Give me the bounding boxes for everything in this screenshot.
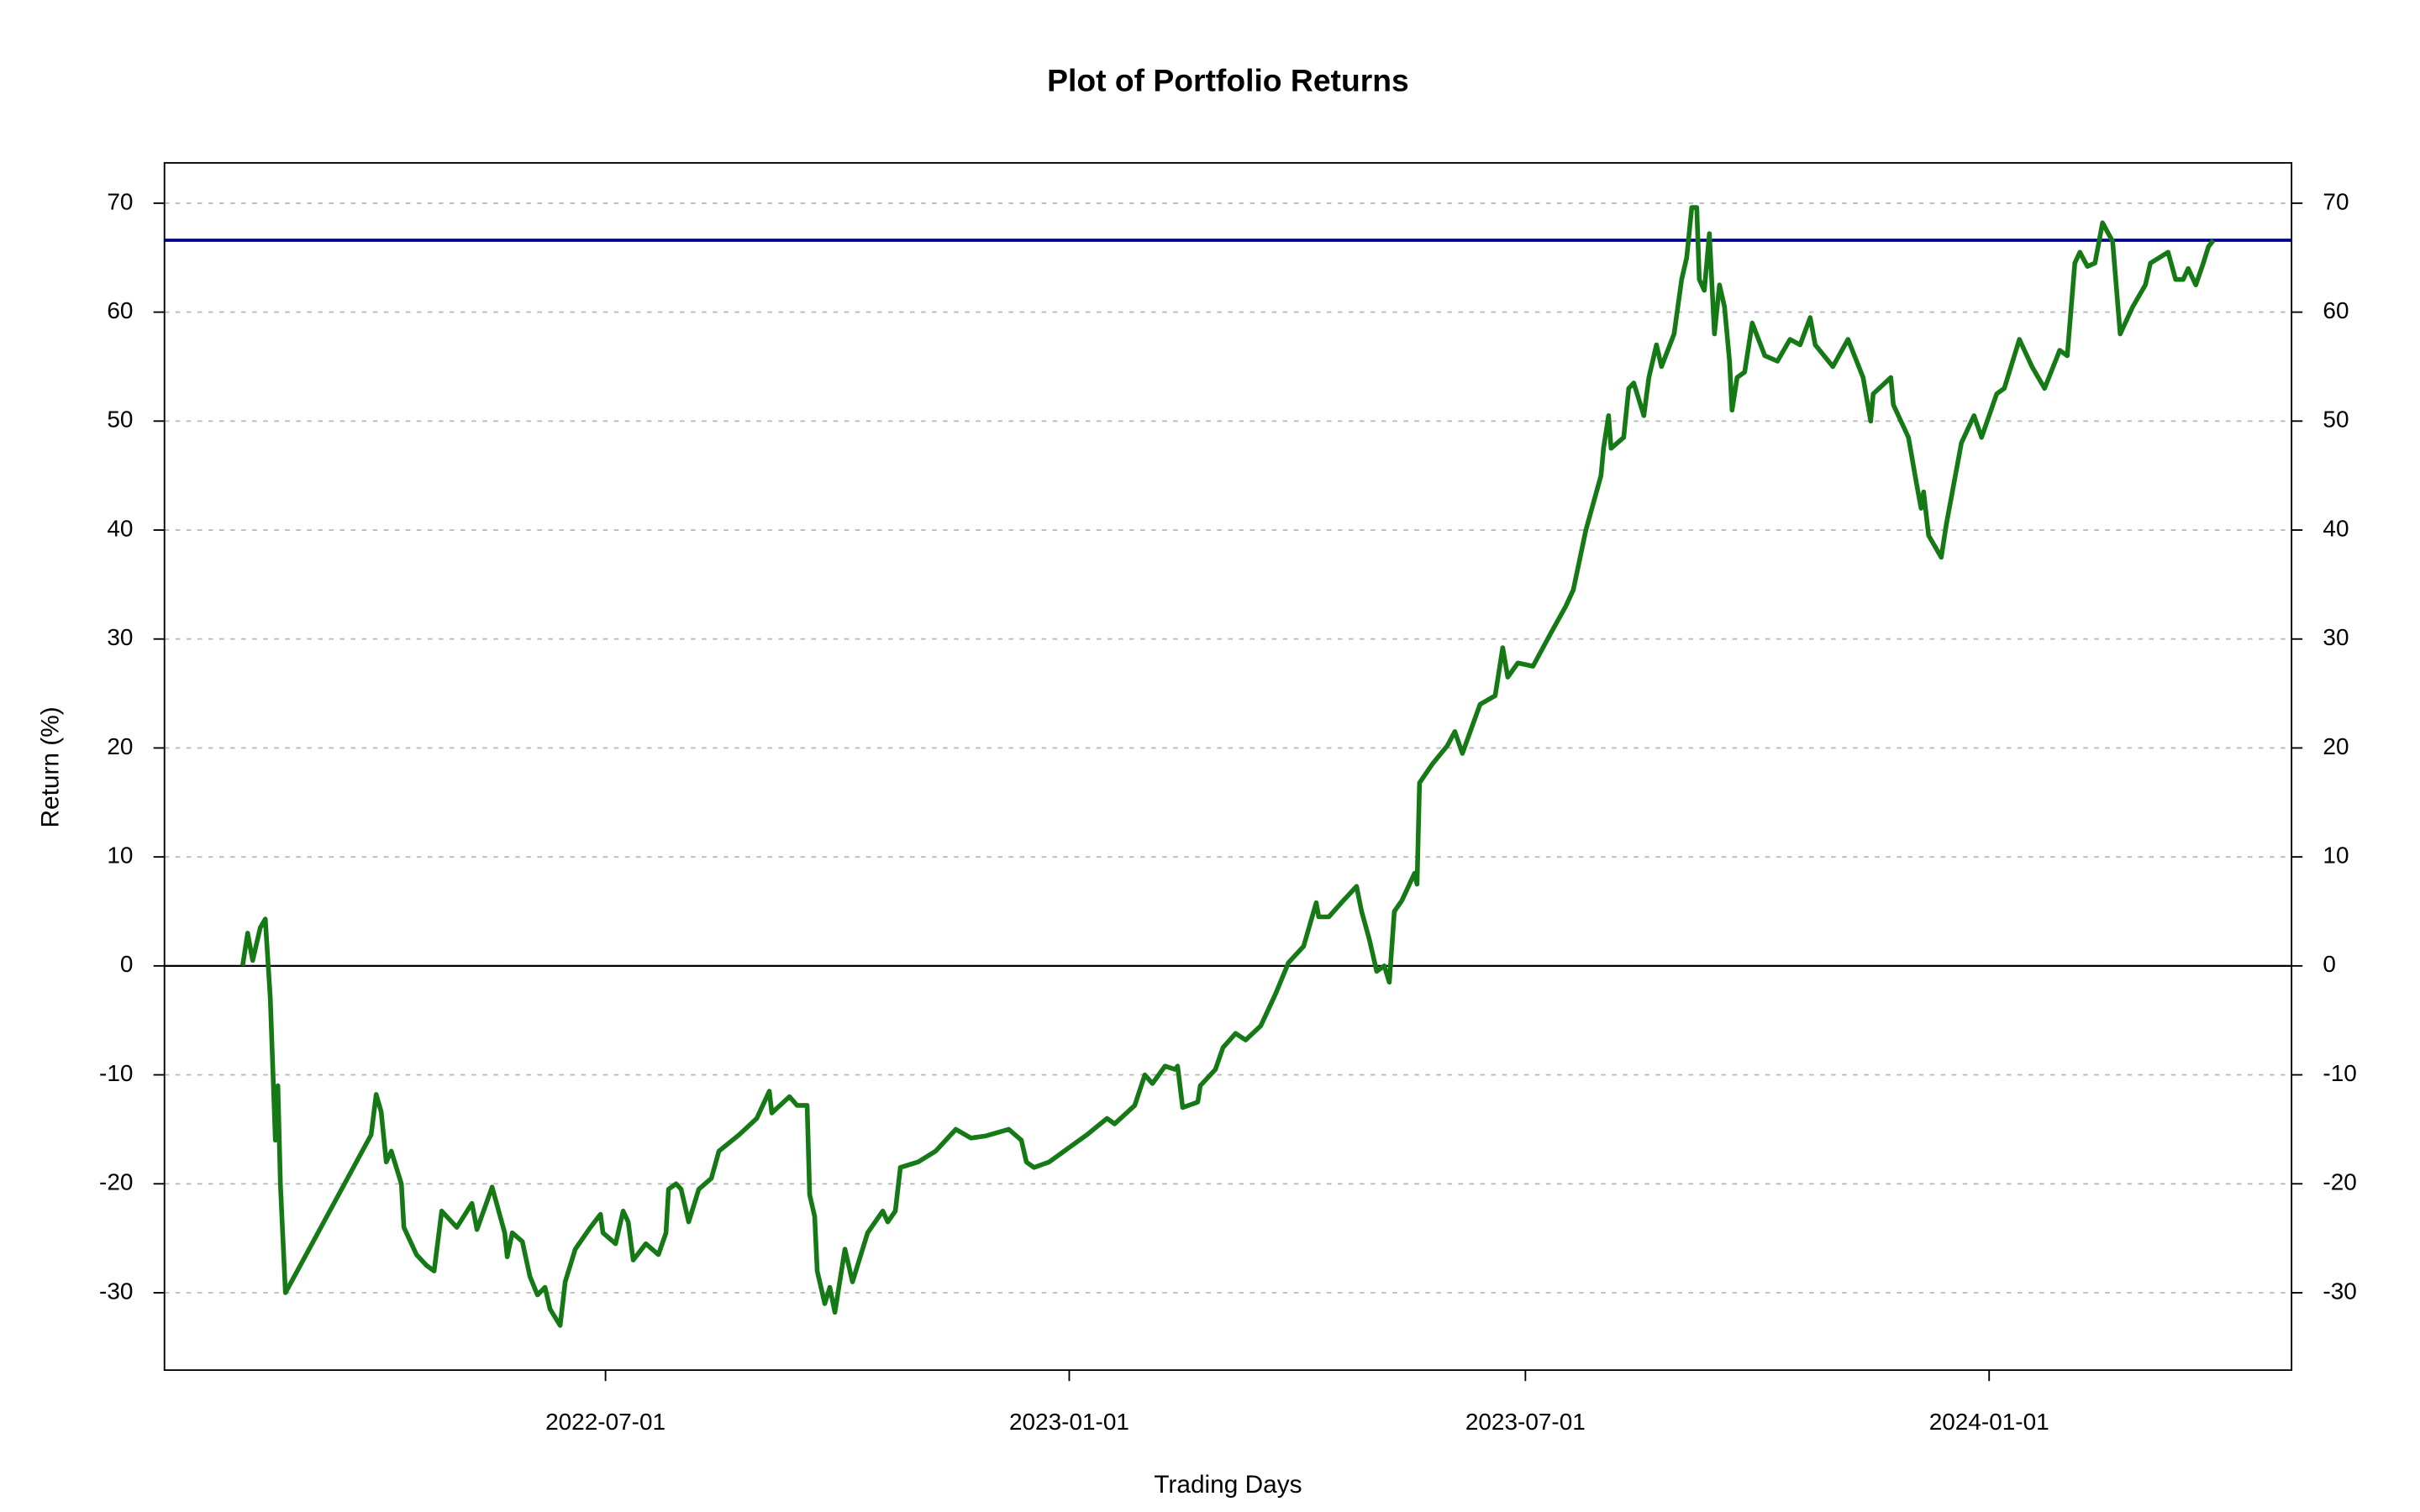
- y-tick-label: -10: [99, 1060, 133, 1086]
- x-axis-label: Trading Days: [1154, 1471, 1302, 1499]
- x-tick-label: 2023-07-01: [1465, 1409, 1586, 1435]
- y2-tick-label: -10: [2323, 1060, 2356, 1086]
- y-tick-label: 50: [107, 407, 133, 433]
- y-tick-label: 20: [107, 733, 133, 759]
- x-tick-label: 2024-01-01: [1929, 1409, 2049, 1435]
- y2-tick-label: 50: [2323, 407, 2349, 433]
- y-tick-label: -20: [99, 1169, 133, 1195]
- y2-tick-label: -30: [2323, 1278, 2356, 1304]
- chart-title: Plot of Portfolio Returns: [1047, 63, 1409, 98]
- y-axis-label: Return (%): [36, 706, 64, 827]
- x-tick-label: 2022-07-01: [545, 1409, 666, 1435]
- y-tick-label: 10: [107, 843, 133, 869]
- x-tick-label: 2023-01-01: [1009, 1409, 1129, 1435]
- y-tick-label: 40: [107, 515, 133, 541]
- y2-tick-label: 10: [2323, 843, 2349, 869]
- y2-tick-label: 30: [2323, 624, 2349, 650]
- y2-tick-label: 70: [2323, 188, 2349, 214]
- y2-tick-label: -20: [2323, 1169, 2356, 1195]
- y2-tick-label: 60: [2323, 297, 2349, 323]
- y-tick-label: 30: [107, 624, 133, 650]
- y-tick-label: -30: [99, 1278, 133, 1304]
- y2-tick-label: 20: [2323, 733, 2349, 759]
- y-tick-label: 60: [107, 297, 133, 323]
- plot-frame: [163, 161, 2293, 1372]
- y2-tick-label: 40: [2323, 515, 2349, 541]
- data-line: [239, 205, 2216, 1328]
- y-tick-label: 0: [120, 951, 134, 977]
- y2-tick-label: 0: [2323, 951, 2336, 977]
- y-tick-label: 70: [107, 188, 133, 214]
